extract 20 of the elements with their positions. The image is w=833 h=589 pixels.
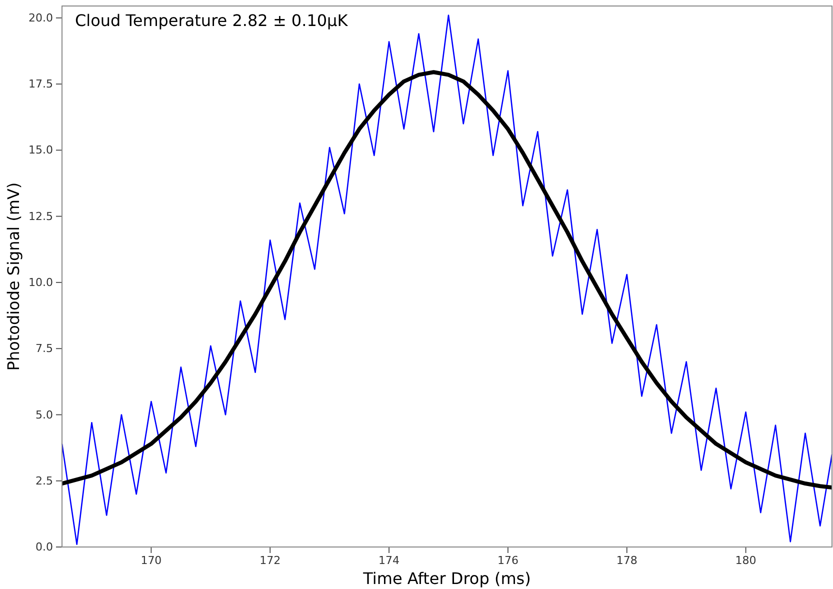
y-tick-label: 20.0	[28, 11, 53, 24]
y-tick-label: 17.5	[28, 78, 53, 91]
line-series	[61, 14, 833, 546]
y-axis-title: Photodiode Signal (mV)	[4, 182, 23, 371]
x-axis-title: Time After Drop (ms)	[362, 569, 531, 588]
y-tick-label: 2.5	[36, 474, 53, 488]
y-tick-label: 0.0	[36, 540, 53, 554]
x-tick-label: 170	[140, 554, 162, 567]
x-tick-label: 180	[735, 554, 756, 567]
y-tick-label: 10.0	[28, 276, 53, 289]
x-tick-label: 174	[378, 554, 400, 567]
x-tick-label: 178	[616, 554, 638, 567]
y-tick-label: 15.0	[28, 144, 53, 157]
line-series	[60, 70, 833, 490]
y-tick-label: 7.5	[36, 342, 53, 356]
y-tick-label: 5.0	[36, 408, 53, 422]
y-tick-label: 12.5	[28, 210, 53, 223]
annotation: Cloud Temperature 2.82 ± 0.10μK	[75, 11, 348, 30]
x-tick-label: 176	[497, 554, 518, 567]
x-tick-label: 172	[260, 554, 281, 567]
